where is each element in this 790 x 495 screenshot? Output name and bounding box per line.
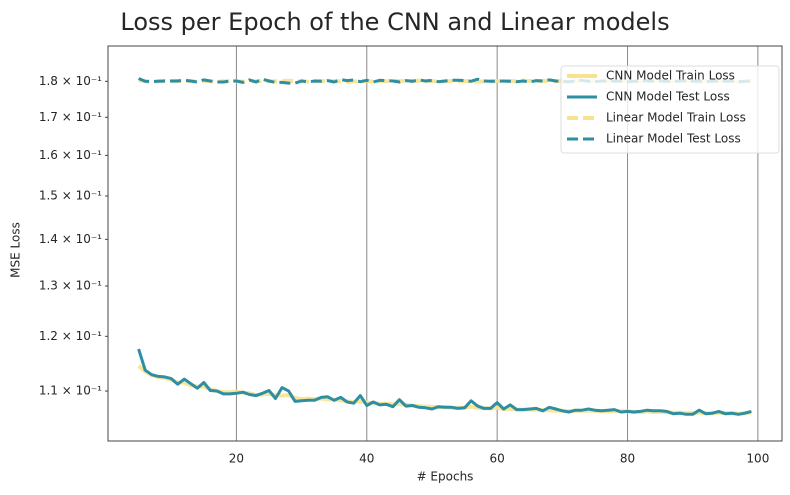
series-line [137,348,752,416]
y-tick-label: 1.6 × 10⁻¹ [39,148,102,162]
x-tick-label: 80 [620,452,635,466]
x-axis-label: # Epochs [417,470,474,484]
y-tick-label: 1.4 × 10⁻¹ [39,232,102,246]
legend-label: Linear Model Test Loss [606,132,741,146]
chart-title: Loss per Epoch of the CNN and Linear mod… [120,8,669,36]
legend-box [560,65,780,154]
y-tick-label: 1.1 × 10⁻¹ [39,384,102,398]
x-tick-label: 60 [490,452,505,466]
y-tick-label: 1.7 × 10⁻¹ [39,110,102,124]
y-tick-label: 1.5 × 10⁻¹ [39,188,102,202]
legend-label: CNN Model Test Loss [606,90,730,104]
y-axis-label: MSE Loss [9,222,23,278]
plot-frame [107,45,783,442]
legend-label: Linear Model Train Loss [606,111,746,125]
y-tick-label: 1.8 × 10⁻¹ [39,74,102,88]
x-tick-label: 100 [746,452,769,466]
y-tick-label: 1.3 × 10⁻¹ [39,278,102,292]
x-tick-label: 40 [359,452,374,466]
legend-label: CNN Model Train Loss [606,69,735,83]
y-tick-label: 1.2 × 10⁻¹ [39,329,102,343]
x-tick-label: 20 [229,452,244,466]
